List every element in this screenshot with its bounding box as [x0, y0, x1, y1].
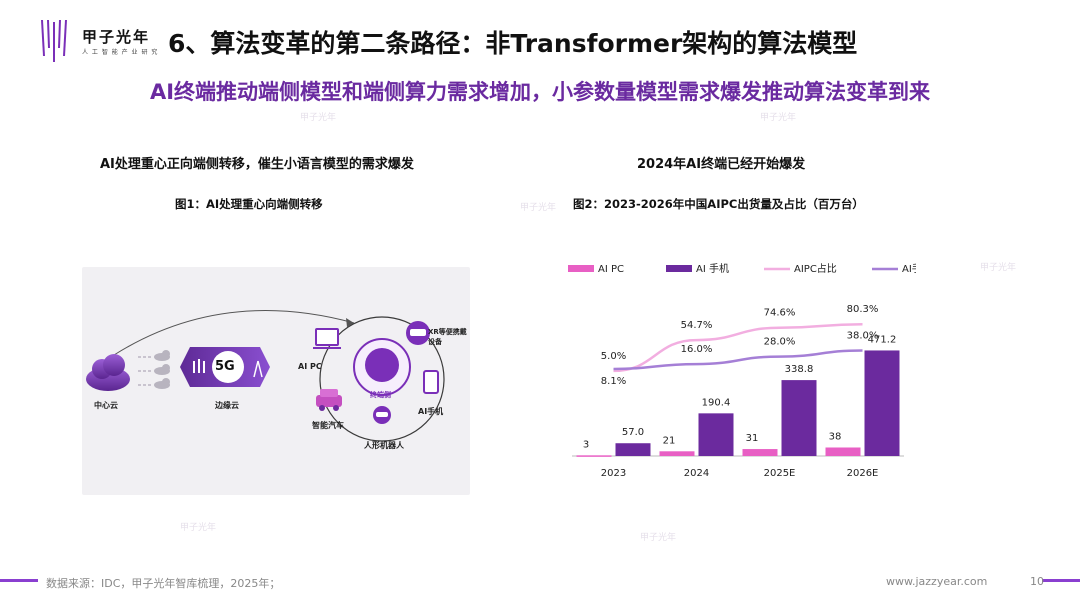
bar-ai-pc	[742, 449, 778, 456]
left-section-title: AI处理重心正向端侧转移，催生小语言模型的需求爆发	[100, 157, 414, 172]
bar-ai-phone	[615, 443, 651, 456]
bar-value-label: 338.8	[785, 364, 814, 375]
brand-name: 甲子光年	[82, 28, 151, 46]
bar-value-label: 3	[583, 439, 589, 450]
label-device-side: 终端侧	[370, 391, 391, 399]
x-tick-label: 2024	[684, 468, 709, 479]
label-5g: 5G	[215, 359, 235, 374]
line-phone-share	[613, 349, 863, 371]
x-tick-label: 2023	[601, 468, 626, 479]
robot-icon	[373, 406, 391, 424]
watermark: 甲子光年	[180, 523, 217, 533]
bar-value-label: 190.4	[702, 397, 731, 408]
page-number: 10	[1030, 575, 1044, 588]
bar-value-label: 38	[829, 431, 842, 442]
label-edge-cloud: 边缘云	[215, 401, 239, 410]
small-cloud-icons	[154, 350, 170, 389]
bar-ai-pc	[659, 451, 695, 456]
page-title: 6、算法变革的第二条路径：非Transformer架构的算法模型	[168, 29, 858, 58]
bar-value-label: 31	[746, 433, 759, 444]
footer-source: 数据来源：IDC，甲子光年智库梳理，2025年；	[46, 577, 281, 590]
footer-url: www.jazzyear.com	[886, 575, 988, 588]
fiveg-badge	[212, 351, 244, 383]
page-subtitle: AI终端推动端侧模型和端侧算力需求增加，小参数量模型需求爆发推动算法变革到来	[149, 80, 931, 104]
bar-ai-phone	[864, 350, 900, 456]
line-value-label: 28.0%	[764, 337, 796, 348]
legend-swatch	[568, 265, 594, 272]
figure1-title: 图1：AI处理重心向端侧转移	[175, 197, 323, 211]
label-center-cloud: 中心云	[94, 401, 118, 410]
edge-shift-diagram: 中心云 边缘云 5G AI PC XR等便携戴设备 终端侧 AI手机 智能汽车 …	[82, 267, 470, 495]
footer-accent-left	[0, 579, 38, 582]
legend-swatch	[666, 265, 692, 272]
bar-value-label: 21	[663, 435, 676, 446]
legend-label: AI PC	[598, 264, 624, 275]
footer-accent-right	[1042, 579, 1080, 582]
label-car: 智能汽车	[312, 421, 344, 430]
watermark: 甲子光年	[300, 113, 337, 123]
bar-value-label: 471.2	[868, 334, 897, 345]
brain-icon	[365, 348, 399, 382]
x-tick-label: 2025E	[764, 468, 796, 479]
xr-glasses-icon	[406, 321, 430, 345]
center-cloud-icon	[86, 354, 130, 391]
car-icon	[316, 389, 342, 411]
label-robot: 人形机器人	[364, 441, 404, 450]
line-value-label: 80.3%	[847, 304, 879, 315]
legend-label: AI手机占比	[902, 262, 916, 275]
legend-label: AI 手机	[696, 262, 729, 275]
watermark: 甲子光年	[980, 263, 1017, 273]
brand-logo-icon	[41, 19, 67, 62]
ai-pc-icon	[313, 328, 341, 349]
line-value-label: 5.0%	[601, 351, 626, 362]
tower-icon	[253, 360, 263, 378]
line-value-label: 54.7%	[681, 320, 713, 331]
line-value-label: 8.1%	[601, 376, 626, 387]
bar-value-label: 57.0	[622, 427, 644, 438]
line-aipc-share	[613, 322, 863, 373]
transfer-arrow	[113, 310, 355, 356]
watermark: 甲子光年	[640, 533, 677, 543]
line-value-label: 38.0%	[847, 330, 879, 341]
brand-logo	[38, 16, 148, 68]
aipc-shipment-chart: AI PC AI 手机 AIPC占比 AI手机占比 3 57.0 2023 21 190.4 20…	[568, 262, 916, 479]
x-tick-label: 2026E	[847, 468, 879, 479]
bar-ai-phone	[781, 380, 817, 456]
right-section-title: 2024年AI终端已经开始爆发	[637, 157, 806, 172]
legend-label: AIPC占比	[794, 262, 837, 275]
phone-icon	[423, 370, 439, 394]
bar-ai-pc	[825, 447, 861, 456]
watermark: 甲子光年	[760, 113, 797, 123]
label-xr: XR等便携戴设备	[428, 328, 467, 346]
device-ring	[319, 316, 445, 442]
label-ai-pc: AI PC	[298, 362, 322, 371]
brand-tagline: 人 工 智 能 产 业 研 究	[82, 49, 159, 56]
bar-ai-phone	[698, 413, 734, 456]
line-value-label: 16.0%	[681, 344, 713, 355]
signal-icon	[193, 359, 205, 373]
line-value-label: 74.6%	[764, 308, 796, 319]
watermark: 甲子光年	[520, 203, 557, 213]
bar-ai-pc	[576, 455, 612, 457]
diagram-graphics	[86, 310, 445, 442]
figure2-title: 图2：2023-2026年中国AIPC出货量及占比（百万台）	[573, 197, 864, 211]
label-ai-phone: AI手机	[418, 407, 444, 416]
